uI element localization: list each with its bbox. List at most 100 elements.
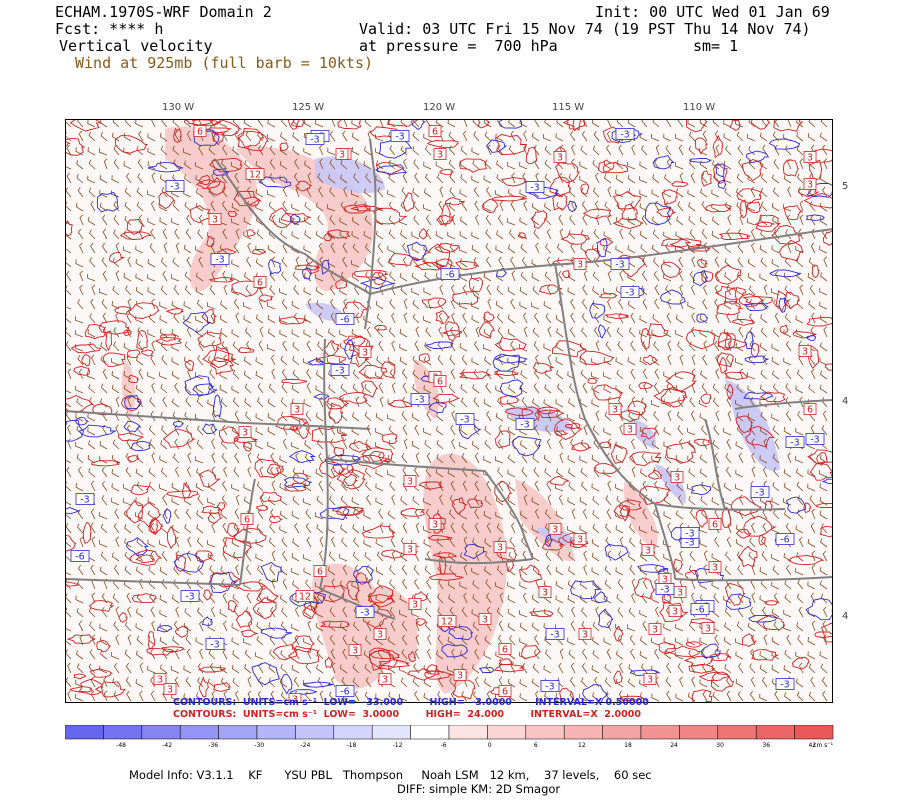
wind-barb bbox=[676, 216, 684, 226]
wind-barb bbox=[306, 536, 312, 548]
positive-contour-label-box bbox=[498, 685, 512, 697]
wind-barb bbox=[822, 620, 828, 632]
wind-barb bbox=[124, 119, 132, 128]
wind-barb bbox=[663, 540, 672, 548]
wind-barb bbox=[702, 354, 708, 366]
wind-barb bbox=[376, 551, 384, 562]
positive-contour bbox=[809, 463, 833, 481]
wind-barb bbox=[603, 231, 612, 240]
positive-contour bbox=[303, 597, 320, 611]
wind-barb bbox=[303, 498, 312, 506]
positive-contour bbox=[206, 236, 215, 248]
wind-barb bbox=[436, 509, 444, 520]
wind-barb bbox=[243, 119, 252, 128]
wind-barb bbox=[714, 298, 720, 310]
wind-barb bbox=[679, 284, 684, 296]
positive-contour-label: 3 bbox=[807, 153, 813, 164]
wind-barb bbox=[437, 299, 444, 310]
wind-barb bbox=[736, 131, 744, 142]
wind-barb bbox=[162, 228, 168, 240]
wind-barb bbox=[619, 270, 624, 282]
positive-contour bbox=[227, 600, 238, 613]
wind-barb bbox=[748, 145, 756, 156]
wind-barb bbox=[438, 578, 444, 590]
wind-barb bbox=[748, 551, 756, 562]
wind-barb bbox=[415, 634, 420, 646]
wind-barb bbox=[99, 511, 108, 520]
wind-barb bbox=[171, 357, 180, 366]
wind-barb bbox=[136, 440, 144, 450]
wind-barb bbox=[425, 173, 432, 184]
positive-contour bbox=[333, 446, 345, 458]
wind-barb bbox=[90, 242, 96, 254]
wind-barb bbox=[319, 396, 324, 408]
wind-barb bbox=[307, 620, 312, 632]
wind-barb bbox=[773, 592, 780, 604]
wind-barb bbox=[247, 466, 252, 478]
wind-barb bbox=[235, 690, 240, 702]
wind-barb bbox=[159, 132, 168, 142]
positive-contour-label: 6 bbox=[244, 515, 250, 526]
wind-barb bbox=[88, 159, 96, 170]
negative-contour-label: -3 bbox=[170, 182, 179, 193]
positive-contour bbox=[743, 515, 777, 537]
wind-barb bbox=[591, 567, 600, 576]
wind-barb bbox=[591, 119, 600, 128]
positive-contour-label-box bbox=[538, 586, 552, 598]
wind-barb bbox=[89, 313, 96, 324]
positive-contour bbox=[342, 301, 370, 318]
wind-barb bbox=[663, 133, 672, 142]
positive-contour bbox=[201, 309, 218, 325]
wind-barb bbox=[639, 679, 648, 688]
wind-barb bbox=[735, 538, 744, 548]
wind-barb bbox=[519, 693, 528, 702]
wind-barb bbox=[282, 200, 288, 212]
wind-barb bbox=[113, 621, 120, 632]
wind-barb bbox=[435, 231, 444, 240]
negative-contour bbox=[283, 477, 312, 488]
wind-barb bbox=[484, 635, 492, 646]
colorbar-swatch bbox=[679, 725, 719, 740]
wind-barb bbox=[354, 158, 360, 170]
positive-contour bbox=[593, 463, 618, 474]
wind-barb bbox=[665, 145, 672, 156]
wind-barb bbox=[256, 635, 264, 646]
wind-barb bbox=[771, 665, 780, 674]
wind-barb bbox=[688, 467, 696, 478]
wind-barb bbox=[798, 606, 804, 618]
wind-barb bbox=[819, 357, 828, 366]
wind-barb bbox=[293, 676, 300, 688]
wind-barb bbox=[135, 497, 144, 506]
wind-barb bbox=[426, 550, 432, 562]
wind-barb bbox=[595, 606, 600, 618]
negative-contour bbox=[589, 302, 606, 319]
positive-contour bbox=[96, 640, 112, 653]
wind-barb bbox=[352, 412, 360, 422]
positive-contour bbox=[280, 212, 311, 223]
wind-barb bbox=[438, 480, 444, 492]
wind-barb bbox=[159, 636, 168, 646]
wind-barb bbox=[280, 355, 288, 366]
wind-barb bbox=[111, 552, 120, 562]
wind-barb bbox=[267, 301, 276, 310]
negative-contour bbox=[544, 534, 553, 548]
wind-barb bbox=[462, 130, 468, 142]
wind-barb bbox=[364, 146, 372, 156]
negative-contour bbox=[463, 543, 487, 560]
wind-barb bbox=[459, 302, 468, 310]
wind-barb bbox=[245, 550, 252, 562]
wind-barb bbox=[339, 287, 348, 296]
wind-barb bbox=[642, 620, 648, 632]
positive-contour bbox=[337, 119, 362, 130]
positive-contour bbox=[779, 325, 789, 335]
wind-barb bbox=[544, 145, 552, 156]
colorbar-swatch bbox=[717, 725, 757, 740]
positive-contour bbox=[491, 195, 527, 202]
positive-contour-label-box bbox=[433, 148, 447, 160]
wind-barb bbox=[209, 662, 216, 674]
wind-barb bbox=[511, 522, 516, 534]
wind-barb bbox=[245, 131, 252, 142]
positive-contour bbox=[422, 243, 451, 268]
wind-barb bbox=[495, 412, 504, 422]
wind-barb bbox=[749, 690, 756, 702]
